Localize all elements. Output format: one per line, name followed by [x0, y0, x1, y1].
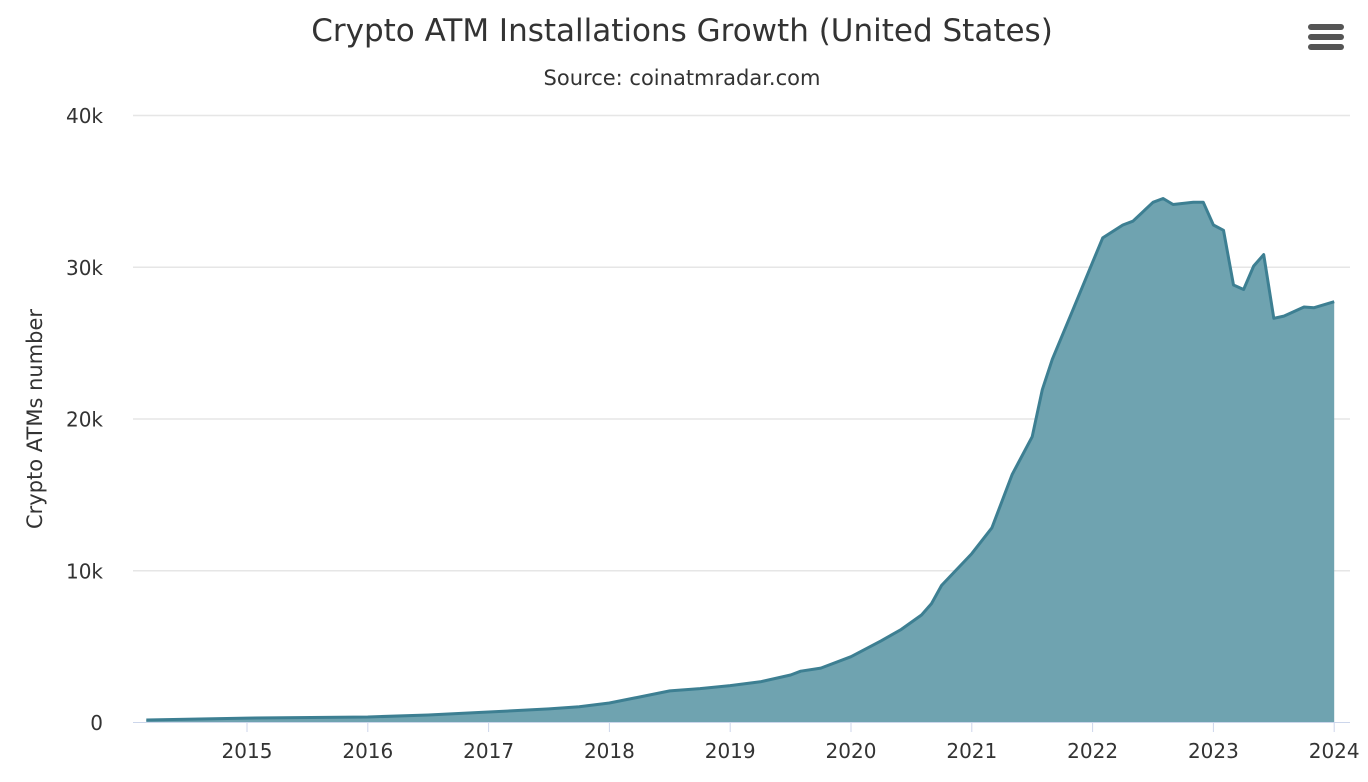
x-axis-labels: 2015 2016 2017 2018 2019 2020 2021 2022 2023 2024	[222, 722, 1360, 763]
series-line	[146, 197, 1335, 722]
area-fill	[146, 198, 1335, 722]
hamburger-menu-icon[interactable]	[1308, 24, 1344, 50]
x-tick-label: 2021	[946, 739, 997, 763]
x-tick-label: 2019	[705, 739, 756, 763]
y-tick-label: 10k	[66, 559, 103, 583]
y-tick-label: 30k	[66, 256, 103, 280]
y-axis-labels: 0 10k 20k 30k 40k	[66, 104, 103, 735]
x-tick-label: 2022	[1067, 739, 1118, 763]
x-tick-label: 2024	[1309, 739, 1360, 763]
x-tick-label: 2015	[222, 739, 273, 763]
x-tick-label: 2018	[584, 739, 635, 763]
y-tick-label: 20k	[66, 408, 103, 432]
chart-subtitle: Source: coinatmradar.com	[544, 66, 821, 90]
x-tick-label: 2023	[1188, 739, 1239, 763]
chart-title: Crypto ATM Installations Growth (United …	[311, 13, 1053, 49]
y-tick-label: 40k	[66, 104, 103, 128]
x-tick-label: 2016	[342, 739, 393, 763]
x-tick-label: 2020	[826, 739, 877, 763]
x-tick-label: 2017	[463, 739, 514, 763]
y-tick-label: 0	[90, 711, 103, 735]
y-axis-title: Crypto ATMs number	[23, 309, 47, 529]
